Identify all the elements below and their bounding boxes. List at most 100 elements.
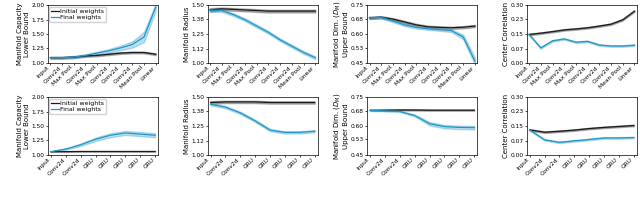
Final weights: [607, 45, 615, 47]
Line: Initial weights: Initial weights: [530, 126, 634, 132]
Final weights: [424, 28, 432, 30]
Final weights: [426, 123, 433, 125]
Initial weights: [615, 125, 623, 128]
Final weights: [236, 112, 244, 114]
Initial weights: [311, 101, 319, 104]
Final weights: [58, 56, 66, 59]
Line: Final weights: Final weights: [211, 104, 315, 132]
Initial weights: [447, 26, 455, 29]
Initial weights: [253, 9, 260, 12]
Initial weights: [136, 150, 144, 153]
Final weights: [615, 137, 623, 139]
Final weights: [288, 45, 296, 48]
Final weights: [241, 18, 249, 21]
Initial weights: [151, 150, 159, 153]
Initial weights: [381, 109, 389, 111]
Initial weights: [619, 18, 627, 21]
Final weights: [151, 134, 159, 137]
Initial weights: [296, 101, 303, 104]
Final weights: [584, 40, 591, 43]
Final weights: [207, 103, 214, 106]
Initial weights: [70, 56, 77, 58]
Final weights: [600, 137, 608, 139]
Initial weights: [276, 10, 284, 12]
Final weights: [525, 33, 533, 36]
Final weights: [281, 131, 289, 134]
Initial weights: [561, 29, 568, 31]
Initial weights: [396, 109, 404, 111]
Initial weights: [570, 129, 578, 131]
Final weights: [381, 110, 389, 112]
Final weights: [218, 9, 225, 12]
Final weights: [447, 29, 455, 32]
Final weights: [619, 45, 627, 47]
Final weights: [561, 38, 568, 40]
Final weights: [470, 126, 478, 129]
Line: Final weights: Final weights: [529, 34, 634, 48]
Final weights: [401, 24, 408, 26]
Line: Final weights: Final weights: [51, 7, 156, 58]
Final weights: [105, 49, 113, 52]
Initial weights: [92, 150, 99, 153]
Initial weights: [47, 150, 55, 153]
Final weights: [47, 56, 54, 59]
Final weights: [436, 28, 444, 31]
Initial weights: [460, 26, 467, 29]
Initial weights: [572, 28, 580, 30]
Initial weights: [300, 10, 307, 12]
Final weights: [630, 44, 638, 46]
Final weights: [366, 109, 374, 112]
Final weights: [152, 6, 159, 8]
Final weights: [116, 47, 124, 49]
Final weights: [129, 43, 136, 46]
Final weights: [122, 132, 129, 134]
Initial weights: [526, 129, 534, 131]
Final weights: [572, 41, 580, 43]
Initial weights: [93, 54, 101, 57]
Final weights: [312, 56, 319, 59]
Initial weights: [230, 8, 237, 11]
Initial weights: [312, 10, 319, 12]
Final weights: [276, 38, 284, 41]
Y-axis label: Manifold Radius: Manifold Radius: [184, 6, 189, 62]
Line: Initial weights: Initial weights: [211, 102, 315, 103]
Initial weights: [264, 10, 272, 12]
Initial weights: [241, 9, 249, 11]
Final weights: [311, 130, 319, 132]
Final weights: [586, 138, 593, 141]
Initial weights: [525, 33, 533, 36]
Y-axis label: Center Correlation: Center Correlation: [503, 2, 509, 66]
Final weights: [471, 60, 479, 62]
Final weights: [456, 126, 463, 129]
Final weights: [389, 20, 397, 22]
Final weights: [296, 131, 303, 134]
Line: Final weights: Final weights: [210, 10, 316, 58]
Final weights: [570, 140, 578, 142]
Line: Initial weights: Initial weights: [529, 11, 634, 34]
Final weights: [47, 150, 55, 153]
Initial weights: [365, 17, 373, 19]
Final weights: [77, 143, 84, 146]
Final weights: [136, 133, 144, 135]
Final weights: [541, 139, 548, 141]
Initial weights: [221, 101, 229, 103]
Initial weights: [378, 16, 385, 18]
Initial weights: [105, 53, 113, 55]
Initial weights: [129, 51, 136, 54]
Final weights: [526, 129, 534, 131]
Line: Final weights: Final weights: [530, 130, 634, 142]
Final weights: [396, 110, 404, 113]
Final weights: [107, 134, 115, 137]
Line: Initial weights: Initial weights: [210, 9, 316, 11]
Initial weights: [456, 109, 463, 111]
Line: Final weights: Final weights: [51, 133, 155, 152]
Initial weights: [401, 21, 408, 23]
Final weights: [300, 51, 307, 54]
Final weights: [630, 136, 637, 139]
Final weights: [70, 56, 77, 58]
Initial weights: [366, 109, 374, 112]
Initial weights: [389, 18, 397, 20]
Final weights: [266, 129, 274, 131]
Initial weights: [288, 10, 296, 12]
Final weights: [460, 36, 467, 38]
